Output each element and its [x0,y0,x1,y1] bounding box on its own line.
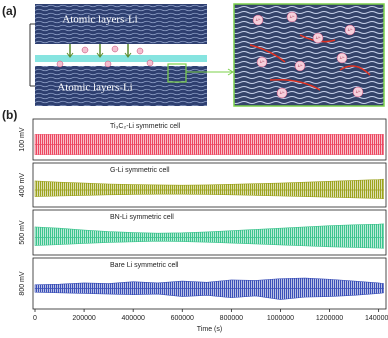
voltage-envelope [34,144,384,155]
ion-label: Li⁺ [340,56,346,60]
panel-title: G-Li symmetric cell [110,167,170,174]
ion [56,60,64,68]
panel-label: (a) [2,4,17,18]
ion-label: Li⁺ [348,28,354,32]
panel-title: Bare Li symmetric cell [110,262,179,269]
x-tick-label: 1000000 [267,315,294,322]
ion-label: Li⁺ [260,60,266,64]
panel-title: Ti₃C₂-Li symmetric cell [110,123,181,130]
ion-label: Li⁺ [316,36,322,40]
voltage-envelope [34,189,384,200]
zoom-arrow [227,68,234,76]
ion [294,60,306,72]
ion-label: Li⁺ [280,91,286,95]
electrode-label: Atomic layers-Li [57,82,132,94]
electrode-label: Atomic layers-Li [62,14,137,26]
electrode-top [35,4,207,44]
circuit-line [29,23,35,87]
voltage-envelope [34,223,384,238]
ion [81,46,89,54]
voltage-envelope [34,178,384,191]
ion [111,45,119,53]
ion [344,24,356,36]
x-tick-label: 600000 [171,315,194,322]
x-tick-label: 1400000 [365,315,388,322]
ion [352,86,364,98]
zoom-marker [167,63,187,83]
scale-label: 500 mV [19,220,26,244]
zoom-view: Li⁺ Li⁺ Li⁺ Li⁺ Li⁺ Li⁺ Li⁺ Li⁺ Li⁺ [233,3,385,107]
panel-label: (b) [2,108,17,122]
panel-title: BN-Li symmetric cell [110,214,174,221]
ion [146,59,154,67]
ion [256,56,268,68]
x-tick-label: 800000 [220,315,243,322]
electrode-bottom [35,66,207,106]
ion [336,52,348,64]
voltage-envelope [34,237,384,249]
ion [286,11,298,23]
ion [312,32,324,44]
ion-label: Li⁺ [356,90,362,94]
ion-label: Li⁺ [298,64,304,68]
ion-label: Li⁺ [256,18,262,22]
ion [104,60,112,68]
x-tick-label: 200000 [72,315,95,322]
x-axis-title: Time (s) [197,326,222,333]
voltage-envelope [34,288,384,300]
ion [136,47,144,55]
voltage-envelope [34,134,384,145]
arrow [69,44,129,56]
ion [276,87,288,99]
separator [35,55,207,62]
x-tick-label: 400000 [122,315,145,322]
ion [252,14,264,26]
cell-schematic: Atomic layers-Li Atomic layers-Li [29,4,234,106]
x-tick-label: 0 [33,315,37,322]
ion-group: Li⁺ Li⁺ Li⁺ Li⁺ Li⁺ Li⁺ Li⁺ Li⁺ Li⁺ [252,11,364,99]
arrow-head [66,52,132,58]
scale-label: 800 mV [19,271,26,295]
voltage-envelope [34,277,384,289]
scale-label: 100 mV [19,127,26,151]
ion-group [56,45,154,68]
ion-label: Li⁺ [290,15,296,19]
scale-label: 400 mV [19,173,26,197]
x-tick-label: 1200000 [316,315,343,322]
